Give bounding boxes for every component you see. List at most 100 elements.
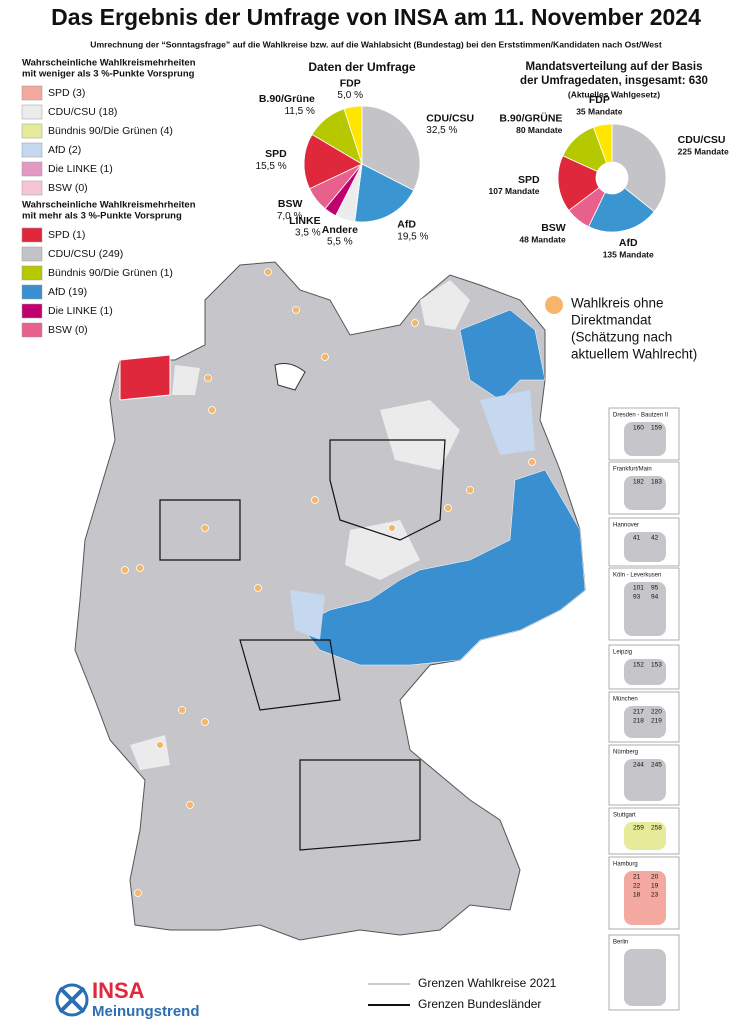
legend-title: mit weniger als 3 %-Punkte Vorsprung <box>22 69 195 80</box>
swatch <box>21 161 43 177</box>
inset-label: München <box>613 697 638 703</box>
inset-number: 19 <box>651 883 659 890</box>
legend-label: AfD (19) <box>48 286 87 298</box>
dot <box>208 406 216 414</box>
map-note: (Schätzung nach <box>571 330 672 345</box>
inset-shape <box>624 582 666 636</box>
slice-value: 3,5 % <box>295 228 321 239</box>
inset-number: 93 <box>633 594 641 601</box>
dot <box>204 374 212 382</box>
inset-label: Köln - Leverkusen <box>613 573 661 579</box>
pie-title: Daten der Umfrage <box>308 60 416 74</box>
slice-value: 107 Mandate <box>489 186 540 196</box>
slice-name: B.90/GRÜNE <box>499 111 562 124</box>
inset-shape <box>624 476 666 510</box>
legend-label: Bündnis 90/Die Grünen (4) <box>48 125 173 137</box>
dot <box>186 801 194 809</box>
inset-label: Stuttgart <box>613 813 636 819</box>
slice-value: 80 Mandate <box>516 125 563 135</box>
logo-icon <box>55 983 89 1017</box>
legend-label: SPD (3) <box>48 87 85 99</box>
legend-label: Die LINKE (1) <box>48 305 113 317</box>
dot <box>178 706 186 714</box>
swatch <box>21 123 43 139</box>
legend-label: BSW (0) <box>48 182 88 194</box>
dot <box>444 504 452 512</box>
inset-number: 159 <box>651 425 662 432</box>
swatch <box>21 180 43 196</box>
logo-sub: Meinungstrend <box>92 1003 200 1020</box>
region-cdu-close <box>420 280 470 330</box>
pie-title: Mandatsverteilung auf der Basis <box>525 61 702 73</box>
dot <box>466 486 474 494</box>
pie-slice <box>593 123 613 164</box>
slice-name: FDP <box>340 77 361 89</box>
inset-number: 160 <box>633 425 644 432</box>
slice-value: 11,5 % <box>284 106 314 117</box>
pie-slice <box>611 123 667 213</box>
region-spd <box>119 354 171 401</box>
pie-slice <box>361 105 421 191</box>
inset-number: 23 <box>651 892 659 899</box>
pie-title: der Umfragedaten, insgesamt: 630 <box>520 75 708 87</box>
slice-name: BSW <box>278 198 303 210</box>
inset-number: 95 <box>651 585 659 592</box>
slice-name: CDU/CSU <box>426 112 474 124</box>
inset-number: 219 <box>651 718 662 725</box>
inset-shape <box>624 949 666 1006</box>
region-afd <box>299 469 586 666</box>
inset-shape <box>624 759 666 801</box>
slice-name: CDU/CSU <box>678 134 726 146</box>
legend-label: SPD (1) <box>48 229 85 241</box>
dot <box>321 353 329 361</box>
dot <box>388 524 396 532</box>
inset-number: 20 <box>651 874 659 881</box>
slice-value: 19,5 % <box>397 231 428 242</box>
inset-number: 183 <box>651 479 662 486</box>
inset-shape <box>624 659 666 685</box>
swatch <box>21 322 43 338</box>
inset-label: Dresden - Bautzen II <box>613 413 668 419</box>
slice-value: 7,0 % <box>277 211 303 222</box>
inset-number: 42 <box>651 535 659 542</box>
inset-label: Leipzig <box>613 650 632 656</box>
slice-name: BSW <box>541 222 566 234</box>
region-cdu-close <box>380 400 460 470</box>
slice-value: 5,0 % <box>337 90 363 101</box>
slice-value: 35 Mandate <box>576 106 623 116</box>
dot <box>528 458 536 466</box>
dot <box>411 319 419 327</box>
inset-shape <box>624 822 666 850</box>
dot <box>254 584 262 592</box>
slice-name: LINKE <box>289 215 321 227</box>
region-cdu-close <box>172 365 200 395</box>
border-legend: Grenzen Wahlkreise 2021 <box>418 976 557 990</box>
inset-number: 153 <box>651 662 662 669</box>
pie-slice <box>303 133 363 190</box>
swatch <box>21 142 43 158</box>
dot <box>136 564 144 572</box>
swatch <box>21 246 43 262</box>
pie-slice <box>354 163 415 223</box>
dot <box>156 741 164 749</box>
pie-slice <box>588 187 655 233</box>
inset-number: 18 <box>633 892 641 899</box>
dot <box>292 306 300 314</box>
inset-label: Berlin <box>613 940 628 946</box>
note-dot <box>545 296 563 314</box>
inset-number: 21 <box>633 874 641 881</box>
inset-number: 41 <box>633 535 641 542</box>
region-afd-close <box>480 390 535 455</box>
slice-value: 32,5 % <box>426 125 457 136</box>
slice-name: SPD <box>265 148 287 160</box>
state-border <box>159 439 446 851</box>
slice-name: AfD <box>397 218 416 230</box>
legend-label: CDU/CSU (18) <box>48 106 117 118</box>
inset-number: 182 <box>633 479 644 486</box>
map-note: aktuellem Wahlrecht) <box>571 347 697 362</box>
inset-label: Hamburg <box>613 862 638 868</box>
inset-shape <box>624 706 666 738</box>
swatch <box>21 227 43 243</box>
